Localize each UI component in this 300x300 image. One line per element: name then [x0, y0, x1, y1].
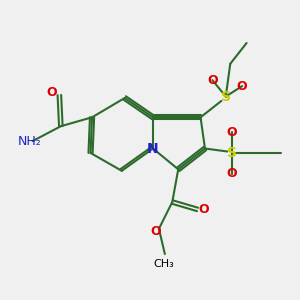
Text: O: O — [46, 85, 57, 98]
Text: O: O — [226, 126, 237, 139]
Text: O: O — [151, 225, 161, 238]
Text: NH₂: NH₂ — [18, 135, 41, 148]
Text: O: O — [207, 74, 218, 87]
Text: O: O — [198, 203, 209, 216]
Text: N: N — [147, 142, 159, 155]
Text: CH₃: CH₃ — [153, 260, 174, 269]
Text: S: S — [221, 89, 231, 103]
Text: O: O — [237, 80, 248, 93]
Text: O: O — [226, 167, 237, 180]
Text: S: S — [227, 146, 237, 160]
